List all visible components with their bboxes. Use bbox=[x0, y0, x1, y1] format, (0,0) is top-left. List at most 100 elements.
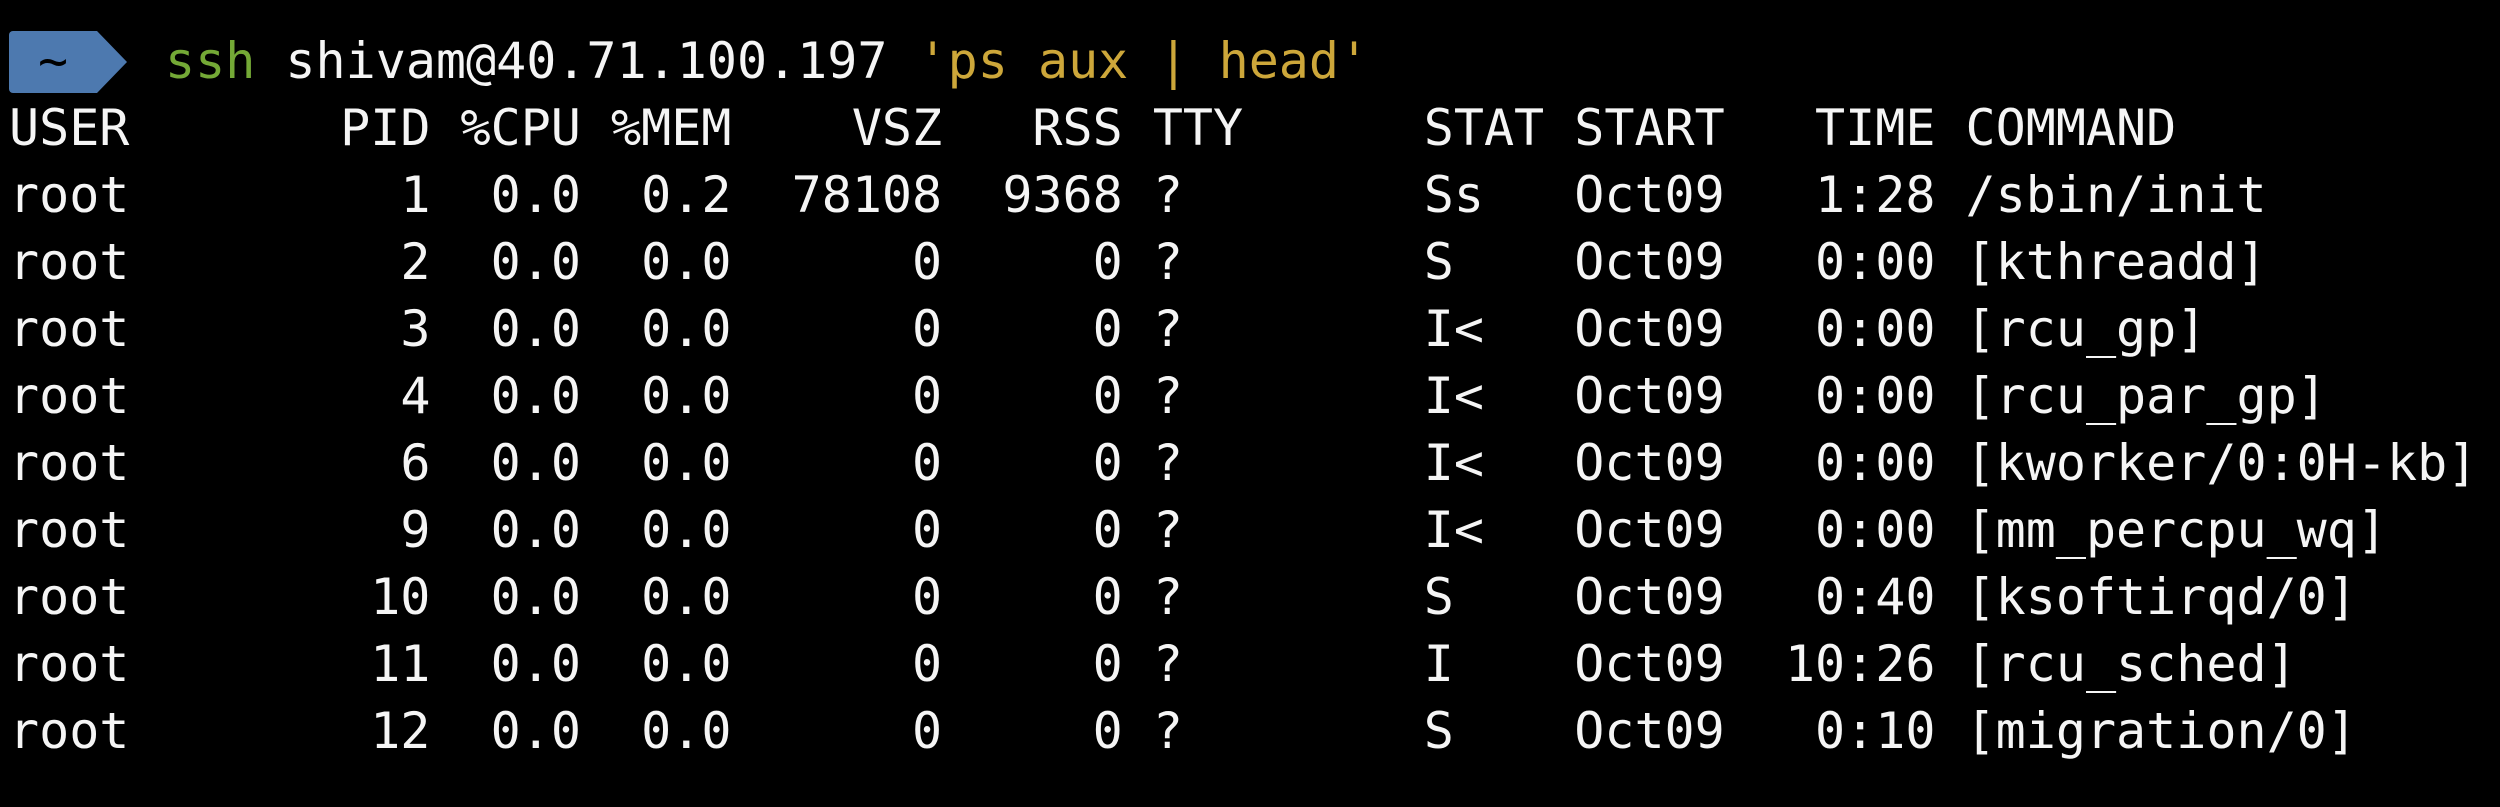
cell-pid: 10 bbox=[370, 568, 431, 626]
cell-command: [mm_percpu_wq] bbox=[1965, 501, 2387, 559]
cell-command: [migration/0] bbox=[1965, 702, 2357, 760]
cell-time: 10:26 bbox=[1784, 635, 1936, 693]
cell-user: root bbox=[9, 300, 130, 358]
cell-tty: ? bbox=[1152, 300, 1183, 358]
process-row: root 1 0.0 0.2 78108 9368 ? Ss Oct09 1:2… bbox=[9, 162, 2490, 229]
cell-user: root bbox=[9, 501, 130, 559]
cell-cpu: 0.0 bbox=[490, 300, 581, 358]
cell-command: [kthreadd] bbox=[1965, 233, 2267, 291]
header-start: START bbox=[1574, 99, 1725, 157]
cell-mem: 0.0 bbox=[641, 702, 732, 760]
cell-cpu: 0.0 bbox=[490, 233, 581, 291]
cell-mem: 0.0 bbox=[641, 233, 732, 291]
cell-user: root bbox=[9, 233, 130, 291]
cell-tty: ? bbox=[1152, 568, 1183, 626]
process-row: root 9 0.0 0.0 0 0 ? I< Oct09 0:00 [mm_p… bbox=[9, 497, 2490, 564]
prompt-directory-badge: ~ bbox=[9, 30, 127, 93]
cell-command: /sbin/init bbox=[1965, 166, 2267, 224]
cell-cpu: 0.0 bbox=[490, 434, 581, 492]
cell-pid: 4 bbox=[400, 367, 431, 425]
cell-stat: I< bbox=[1423, 367, 1484, 425]
cell-stat: S bbox=[1423, 233, 1454, 291]
command-ssh-target-text: shivam@40.71.100.197 bbox=[285, 32, 888, 90]
process-row: root 6 0.0 0.0 0 0 ? I< Oct09 0:00 [kwor… bbox=[9, 430, 2490, 497]
cell-pid: 6 bbox=[400, 434, 431, 492]
process-row: root 4 0.0 0.0 0 0 ? I< Oct09 0:00 [rcu_… bbox=[9, 363, 2490, 430]
cell-stat: I< bbox=[1423, 501, 1484, 559]
cell-pid: 12 bbox=[370, 702, 431, 760]
cell-start: Oct09 bbox=[1574, 635, 1725, 693]
cell-pid: 9 bbox=[400, 501, 431, 559]
cell-start: Oct09 bbox=[1574, 233, 1725, 291]
header-pid: PID bbox=[340, 99, 431, 157]
cell-time: 0:00 bbox=[1815, 434, 1936, 492]
cell-time: 0:40 bbox=[1815, 568, 1936, 626]
cell-time: 0:00 bbox=[1815, 367, 1936, 425]
cell-mem: 0.0 bbox=[641, 501, 732, 559]
cell-user: root bbox=[9, 367, 130, 425]
header-rss: RSS bbox=[1032, 99, 1123, 157]
cell-vsz: 0 bbox=[912, 300, 943, 358]
cell-time: 0:00 bbox=[1815, 501, 1936, 559]
cell-vsz: 0 bbox=[912, 501, 943, 559]
cell-user: root bbox=[9, 635, 130, 693]
cell-tty: ? bbox=[1152, 166, 1183, 224]
header-tty: TTY bbox=[1152, 99, 1244, 157]
header-time: TIME bbox=[1815, 99, 1936, 157]
cell-user: root bbox=[9, 166, 130, 224]
cell-time: 0:10 bbox=[1815, 702, 1936, 760]
prompt-arrow-icon bbox=[97, 30, 127, 93]
cell-vsz: 0 bbox=[912, 568, 943, 626]
cell-mem: 0.0 bbox=[641, 434, 732, 492]
header-command: COMMAND bbox=[1965, 99, 2177, 157]
cell-vsz: 0 bbox=[912, 233, 943, 291]
ps-header-row: USER PID %CPU %MEM VSZ RSS TTY STAT STAR… bbox=[9, 95, 2490, 162]
cell-start: Oct09 bbox=[1574, 434, 1725, 492]
process-row: root 12 0.0 0.0 0 0 ? S Oct09 0:10 [migr… bbox=[9, 698, 2490, 765]
cell-mem: 0.0 bbox=[641, 367, 732, 425]
cell-cpu: 0.0 bbox=[490, 635, 581, 693]
cell-pid: 1 bbox=[400, 166, 431, 224]
process-row: root 3 0.0 0.0 0 0 ? I< Oct09 0:00 [rcu_… bbox=[9, 296, 2490, 363]
cell-vsz: 0 bbox=[912, 434, 943, 492]
header-mem: %MEM bbox=[611, 99, 732, 157]
cell-cpu: 0.0 bbox=[490, 702, 581, 760]
process-row: root 11 0.0 0.0 0 0 ? I Oct09 10:26 [rcu… bbox=[9, 631, 2490, 698]
prompt-line: ~ ssh shivam@40.71.100.197 'ps aux | hea… bbox=[9, 28, 2490, 95]
cell-cpu: 0.0 bbox=[490, 367, 581, 425]
cell-mem: 0.0 bbox=[641, 635, 732, 693]
cell-tty: ? bbox=[1152, 434, 1183, 492]
cell-cpu: 0.0 bbox=[490, 501, 581, 559]
command-remote-command-text: 'ps aux | head' bbox=[917, 32, 1370, 90]
command-program-text: ssh bbox=[165, 32, 256, 90]
home-tilde-text: ~ bbox=[37, 32, 69, 90]
cell-command: [kworker/0:0H-kb] bbox=[1965, 434, 2478, 492]
cell-stat: S bbox=[1423, 568, 1454, 626]
header-stat: STAT bbox=[1423, 99, 1545, 157]
cell-stat: S bbox=[1423, 702, 1454, 760]
command-line: ssh shivam@40.71.100.197 'ps aux | head' bbox=[165, 28, 1369, 95]
cell-user: root bbox=[9, 702, 130, 760]
cell-rss: 0 bbox=[1092, 501, 1123, 559]
cell-cpu: 0.0 bbox=[490, 166, 581, 224]
cell-rss: 0 bbox=[1092, 300, 1123, 358]
cell-rss: 0 bbox=[1092, 635, 1123, 693]
cell-tty: ? bbox=[1152, 501, 1183, 559]
cell-mem: 0.0 bbox=[641, 568, 732, 626]
cell-start: Oct09 bbox=[1574, 300, 1725, 358]
cell-time: 0:00 bbox=[1815, 233, 1936, 291]
cell-command: [rcu_gp] bbox=[1965, 300, 2207, 358]
cell-vsz: 0 bbox=[912, 367, 943, 425]
cell-cpu: 0.0 bbox=[490, 568, 581, 626]
process-row: root 10 0.0 0.0 0 0 ? S Oct09 0:40 [ksof… bbox=[9, 564, 2490, 631]
header-cpu: %CPU bbox=[460, 99, 581, 157]
cell-tty: ? bbox=[1152, 233, 1183, 291]
header-vsz: VSZ bbox=[851, 99, 943, 157]
cell-stat: Ss bbox=[1423, 166, 1484, 224]
cell-user: root bbox=[9, 434, 130, 492]
cell-stat: I< bbox=[1423, 434, 1484, 492]
cell-tty: ? bbox=[1152, 635, 1183, 693]
cell-vsz: 0 bbox=[912, 635, 943, 693]
cell-start: Oct09 bbox=[1574, 568, 1725, 626]
